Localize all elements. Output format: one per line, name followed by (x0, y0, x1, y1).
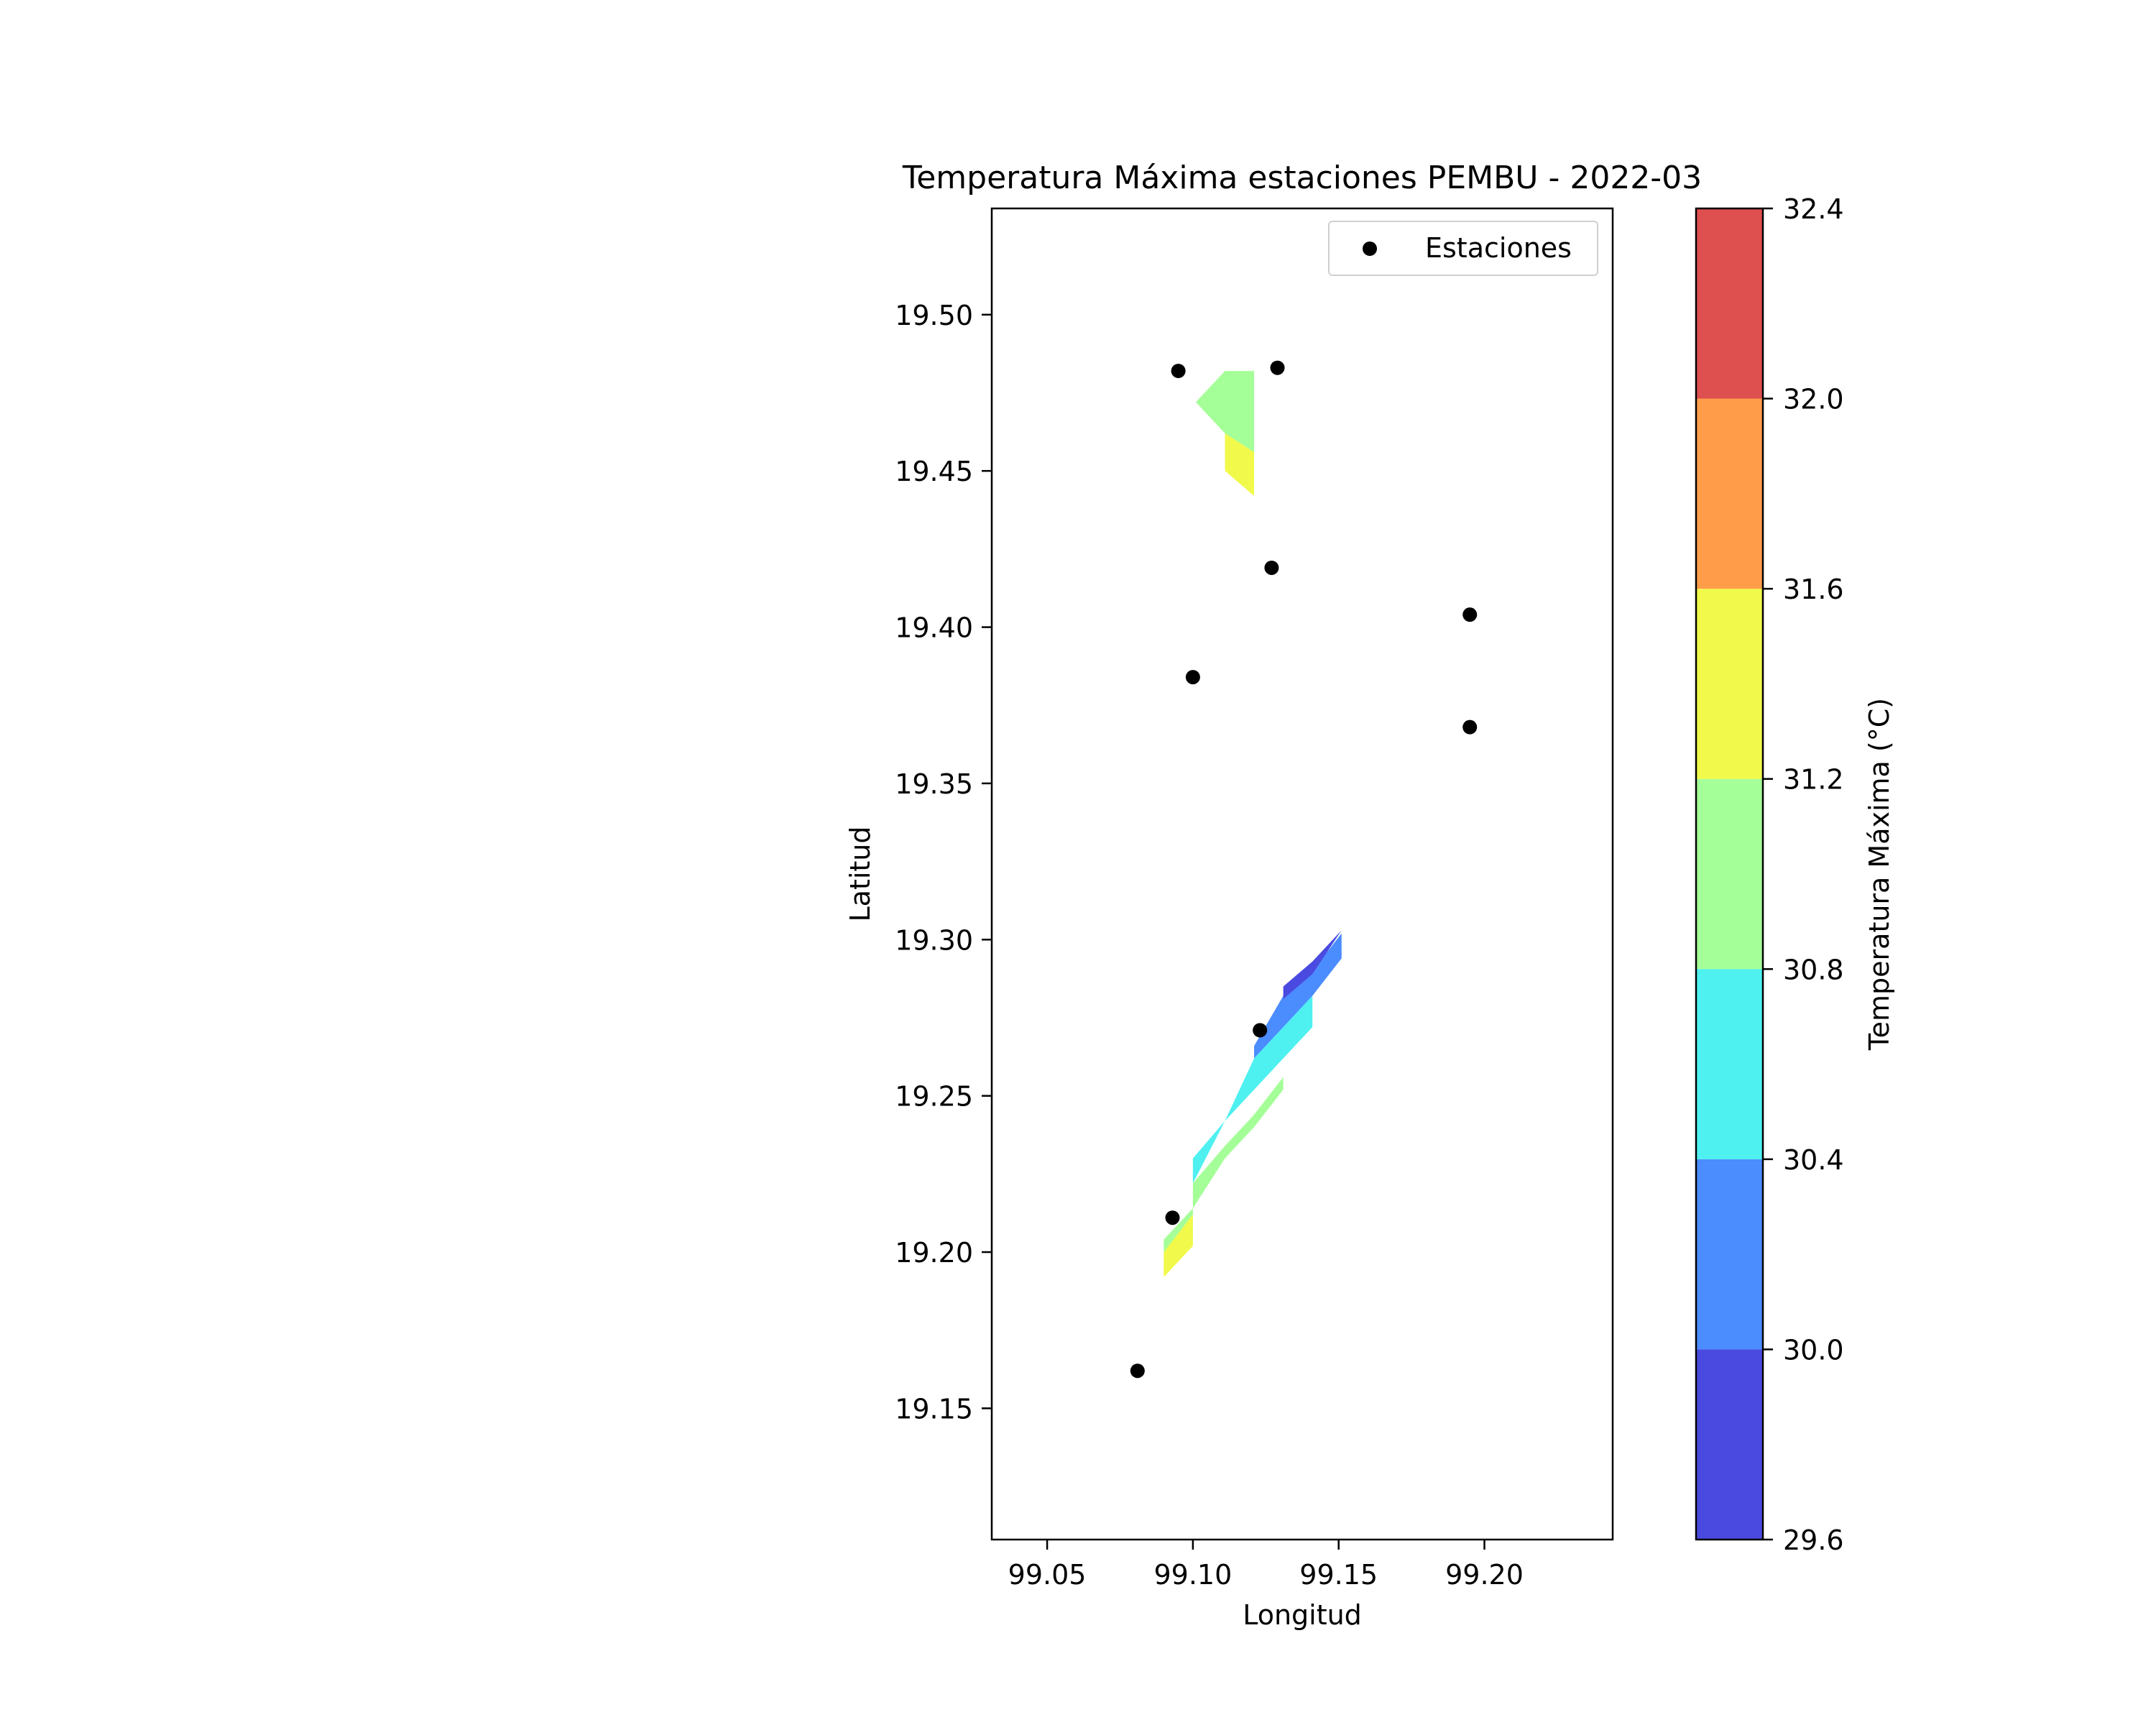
x-tick-label: 99.10 (1153, 1559, 1232, 1591)
contour-region (1225, 433, 1255, 496)
chart-title: Temperatura Máxima estaciones PEMBU - 20… (902, 160, 1702, 196)
y-tick-label: 19.25 (895, 1081, 973, 1113)
colorbar-band (1696, 1159, 1763, 1350)
station-point (1185, 670, 1200, 685)
station-point (1264, 560, 1279, 575)
colorbar-band (1696, 1349, 1763, 1540)
x-tick-label: 99.05 (1008, 1559, 1087, 1591)
legend-marker (1363, 242, 1377, 256)
y-tick-label: 19.45 (895, 456, 973, 487)
x-axis-label: Longitud (1243, 1599, 1362, 1631)
colorbar-band (1696, 208, 1763, 399)
colorbar-tick-label: 31.2 (1783, 764, 1844, 796)
station-points (1130, 360, 1478, 1379)
colorbar-tick-label: 32.4 (1783, 193, 1844, 225)
colorbar-band (1696, 589, 1763, 779)
legend-box (1328, 221, 1598, 276)
colorbar (1696, 208, 1763, 1540)
colorbar-band (1696, 969, 1763, 1159)
y-tick-label: 19.15 (895, 1393, 973, 1425)
plot-frame (990, 207, 1614, 1541)
colorbar-tick-label: 29.6 (1783, 1524, 1844, 1556)
contour-region (1283, 930, 1342, 999)
colorbar-tick-label: 30.4 (1783, 1144, 1844, 1176)
y-tick-label: 19.30 (895, 924, 973, 956)
colorbar-ticks: 29.6 30.0 30.4 30.8 31.2 31.6 32.0 32.4 (1763, 193, 1844, 1556)
colorbar-frame (1695, 207, 1764, 1541)
y-tick-label: 19.40 (895, 612, 973, 644)
colorbar-tick-label: 31.6 (1783, 574, 1844, 605)
colorbar-tick-label: 30.8 (1783, 954, 1844, 985)
contour-region (1254, 933, 1342, 1059)
station-point (1165, 1210, 1180, 1225)
legend-entry: Estaciones (1425, 232, 1572, 264)
y-tick-label: 19.35 (895, 768, 973, 800)
station-point (1171, 364, 1186, 379)
colorbar-band (1696, 398, 1763, 589)
station-point (1462, 719, 1478, 735)
station-point (1253, 1023, 1268, 1038)
station-point (1462, 607, 1478, 622)
station-point (1130, 1363, 1145, 1379)
y-axis-ticks: 19.15 19.20 19.25 19.30 19.35 19.40 19.45 19.50 (895, 300, 992, 1425)
x-axis-ticks: 99.05 99.10 99.15 99.20 (1008, 1540, 1524, 1591)
contour-region (1164, 1077, 1284, 1253)
station-point (1270, 360, 1285, 375)
colorbar-label: Temperatura Máxima (°C) (1864, 698, 1895, 1051)
colorbar-tick-label: 30.0 (1783, 1334, 1844, 1366)
colorbar-band (1696, 778, 1763, 970)
contour-region (1164, 1214, 1193, 1277)
x-tick-label: 99.20 (1445, 1559, 1524, 1591)
contour-region (1192, 995, 1313, 1184)
y-axis-label: Latitud (844, 826, 876, 921)
x-tick-label: 99.15 (1299, 1559, 1378, 1591)
legend: Estaciones (1328, 221, 1598, 276)
colorbar-tick-label: 32.0 (1783, 384, 1844, 415)
y-tick-label: 19.50 (895, 300, 973, 331)
contour-regions (1164, 371, 1342, 1277)
contour-region (1195, 371, 1255, 453)
y-tick-label: 19.20 (895, 1237, 973, 1269)
